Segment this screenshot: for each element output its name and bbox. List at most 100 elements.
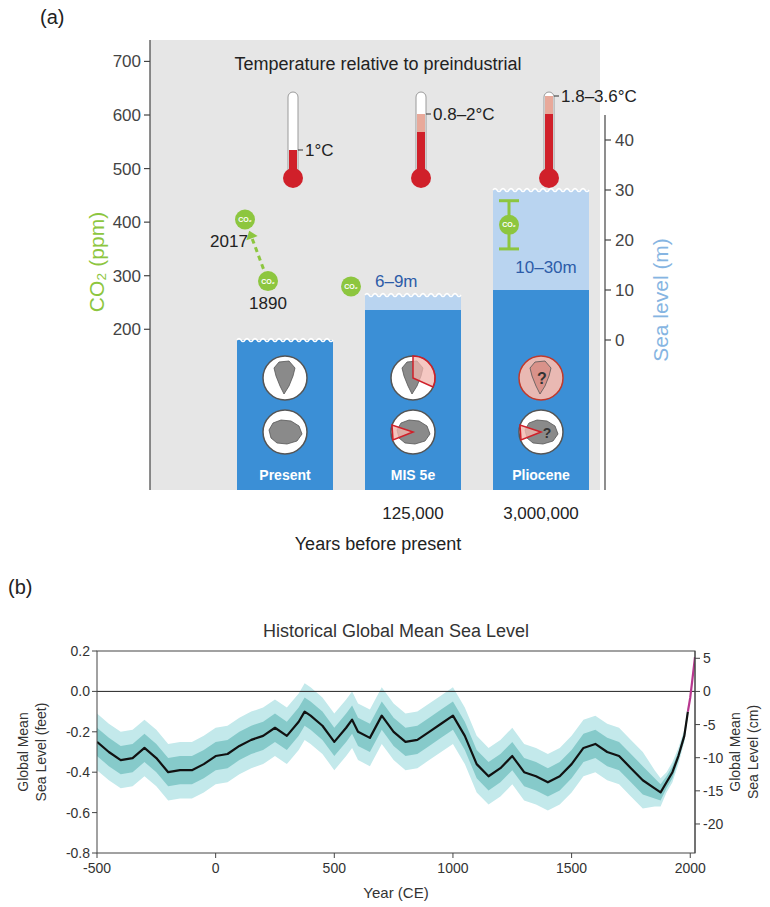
y2-tick [695, 757, 700, 758]
y-tick-label: 200 [113, 320, 141, 339]
thermometer-fill [417, 132, 425, 174]
thermometer-bulb [411, 168, 431, 188]
chart-title: Temperature relative to preindustrial [234, 54, 521, 74]
water-wave [493, 189, 589, 192]
greenland-icon [391, 356, 435, 400]
y2-tick [605, 239, 611, 240]
category-label: Pliocene [512, 467, 570, 483]
co2-point-label: 1890 [249, 294, 287, 313]
age-label: 3,000,000 [503, 504, 579, 523]
greenland-shape [274, 361, 295, 394]
y-tick [92, 812, 97, 813]
thermometer-bulb [539, 168, 559, 188]
greenland-icon [519, 356, 563, 400]
y-tick-label: -0.2 [66, 724, 90, 740]
y2-tick-label: 10 [615, 281, 634, 300]
thermometer-tube [416, 92, 426, 174]
y2-tick-label: 20 [615, 231, 634, 250]
co2-error-cap [499, 247, 519, 250]
y-tick [144, 329, 150, 330]
plot-marks [237, 189, 589, 491]
zero-line [97, 691, 695, 692]
water-wave [237, 339, 333, 342]
y-tick [144, 168, 150, 169]
plot-background [150, 40, 600, 490]
panel-label: (b) [8, 576, 32, 598]
thermometer-bulb [283, 168, 303, 188]
antarctica-icon [391, 410, 435, 454]
co2-arrow-head [246, 231, 257, 241]
thermometer-range [545, 96, 553, 114]
age-label: 125,000 [382, 504, 443, 523]
sea-level-bar [237, 340, 333, 490]
y2-tick-label: 30 [615, 181, 634, 200]
sea-level-label: 6–9m [375, 272, 418, 291]
sea-level-range [237, 340, 333, 341]
thermometer-tick [426, 114, 431, 115]
co2-icon-text: CO₂ [238, 216, 252, 223]
x-tick [452, 853, 453, 858]
y2-axis-line [695, 651, 696, 853]
y-tick-label: 0.0 [71, 683, 91, 699]
y2-tick-label: 40 [615, 131, 634, 150]
x-tick [97, 853, 98, 858]
thermometer-tube [544, 92, 554, 174]
y2-tick-label: -5 [703, 717, 716, 733]
y-tick-label: -0.6 [66, 805, 90, 821]
uncertainty-band [97, 683, 688, 810]
x-tick-label: 500 [323, 860, 347, 876]
y2-axis-title: Global Mean [727, 712, 743, 791]
y2-axis-title: Sea Level (cm) [745, 705, 761, 799]
thermometer-tick [298, 150, 303, 151]
y2-tick [605, 189, 611, 190]
greenland-shape [530, 361, 551, 394]
sea-level-bar [365, 310, 461, 490]
temperature-label: 1.8–3.6°C [561, 87, 637, 106]
co2-icon-text: CO₂ [261, 278, 275, 285]
y-tick [144, 275, 150, 276]
thermometer-range [417, 114, 425, 132]
y2-axis-title: Sea level (m) [649, 238, 672, 362]
y-tick [92, 772, 97, 773]
plot-marks [97, 657, 695, 811]
y-tick-label: 400 [113, 213, 141, 232]
co2-point [235, 209, 255, 229]
uncertainty-band [97, 697, 688, 800]
panel-label: (a) [40, 6, 64, 28]
co2-point [341, 276, 361, 296]
sea-level-line [97, 712, 688, 793]
x-tick [571, 853, 572, 858]
y-tick [92, 691, 97, 692]
chart-title: Historical Global Mean Sea Level [263, 621, 529, 641]
category-label: MIS 5e [391, 467, 436, 483]
y2-tick [695, 658, 700, 659]
y2-tick [695, 790, 700, 791]
y-tick-label: 700 [113, 52, 141, 71]
x-tick-label: 1000 [437, 860, 468, 876]
x-tick [334, 853, 335, 858]
y-tick [144, 222, 150, 223]
category-label: Present [259, 467, 311, 483]
antarctica-shape [269, 420, 302, 444]
y-tick [144, 61, 150, 62]
y-tick [92, 731, 97, 732]
antarctica-loss [392, 425, 413, 440]
antarctica-icon [519, 410, 563, 454]
figure: (a)PresentMIS 5e??Pliocene1°C0.8–2°C1.8–… [0, 0, 770, 907]
plot-frame [97, 651, 695, 853]
sea-level-line [688, 657, 695, 712]
y-axis-line [149, 40, 150, 490]
thermometer-tube [288, 92, 298, 174]
temperature-label: 1°C [305, 141, 334, 160]
y2-tick-label: -15 [703, 783, 723, 799]
co2-error-cap [499, 199, 519, 202]
co2-point [499, 215, 519, 235]
sea-level-label: 10–30m [515, 258, 576, 277]
x-tick-label: 1500 [556, 860, 587, 876]
y-axis-title: CO₂ (ppm) [85, 212, 108, 312]
y2-tick-label: -10 [703, 750, 723, 766]
sea-level-range [365, 295, 461, 310]
thermometer-tick [554, 96, 559, 97]
y2-tick-label: 0 [703, 683, 711, 699]
y-tick-label: 300 [113, 267, 141, 286]
